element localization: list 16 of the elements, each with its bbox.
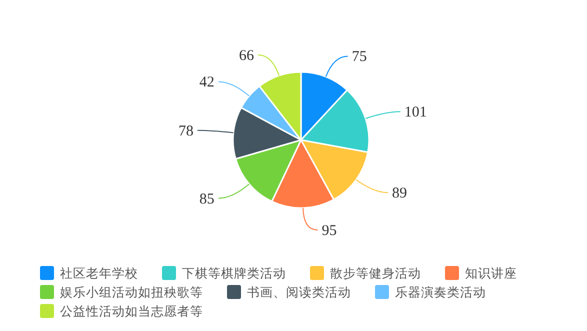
legend-label: 下棋等棋牌类活动	[182, 266, 286, 280]
data-label: 85	[199, 191, 214, 208]
legend-label: 社区老年学校	[60, 266, 138, 280]
legend-label: 散步等健身活动	[330, 266, 421, 280]
legend-label: 乐器演奏类活动	[395, 284, 486, 300]
data-label: 75	[352, 49, 367, 66]
data-label: 42	[199, 74, 214, 91]
data-label: 78	[178, 123, 194, 140]
legend-label: 书画、阅读类活动	[247, 284, 351, 300]
legend-label: 知识讲座	[465, 266, 517, 280]
data-label: 95	[322, 222, 337, 239]
data-label: 101	[404, 104, 427, 121]
legend-label: 娱乐小组活动如扭秧歌等	[60, 284, 203, 300]
legend-label: 公益性活动如当志愿者等	[60, 304, 203, 318]
data-label: 66	[238, 48, 254, 64]
data-label: 89	[392, 186, 407, 202]
